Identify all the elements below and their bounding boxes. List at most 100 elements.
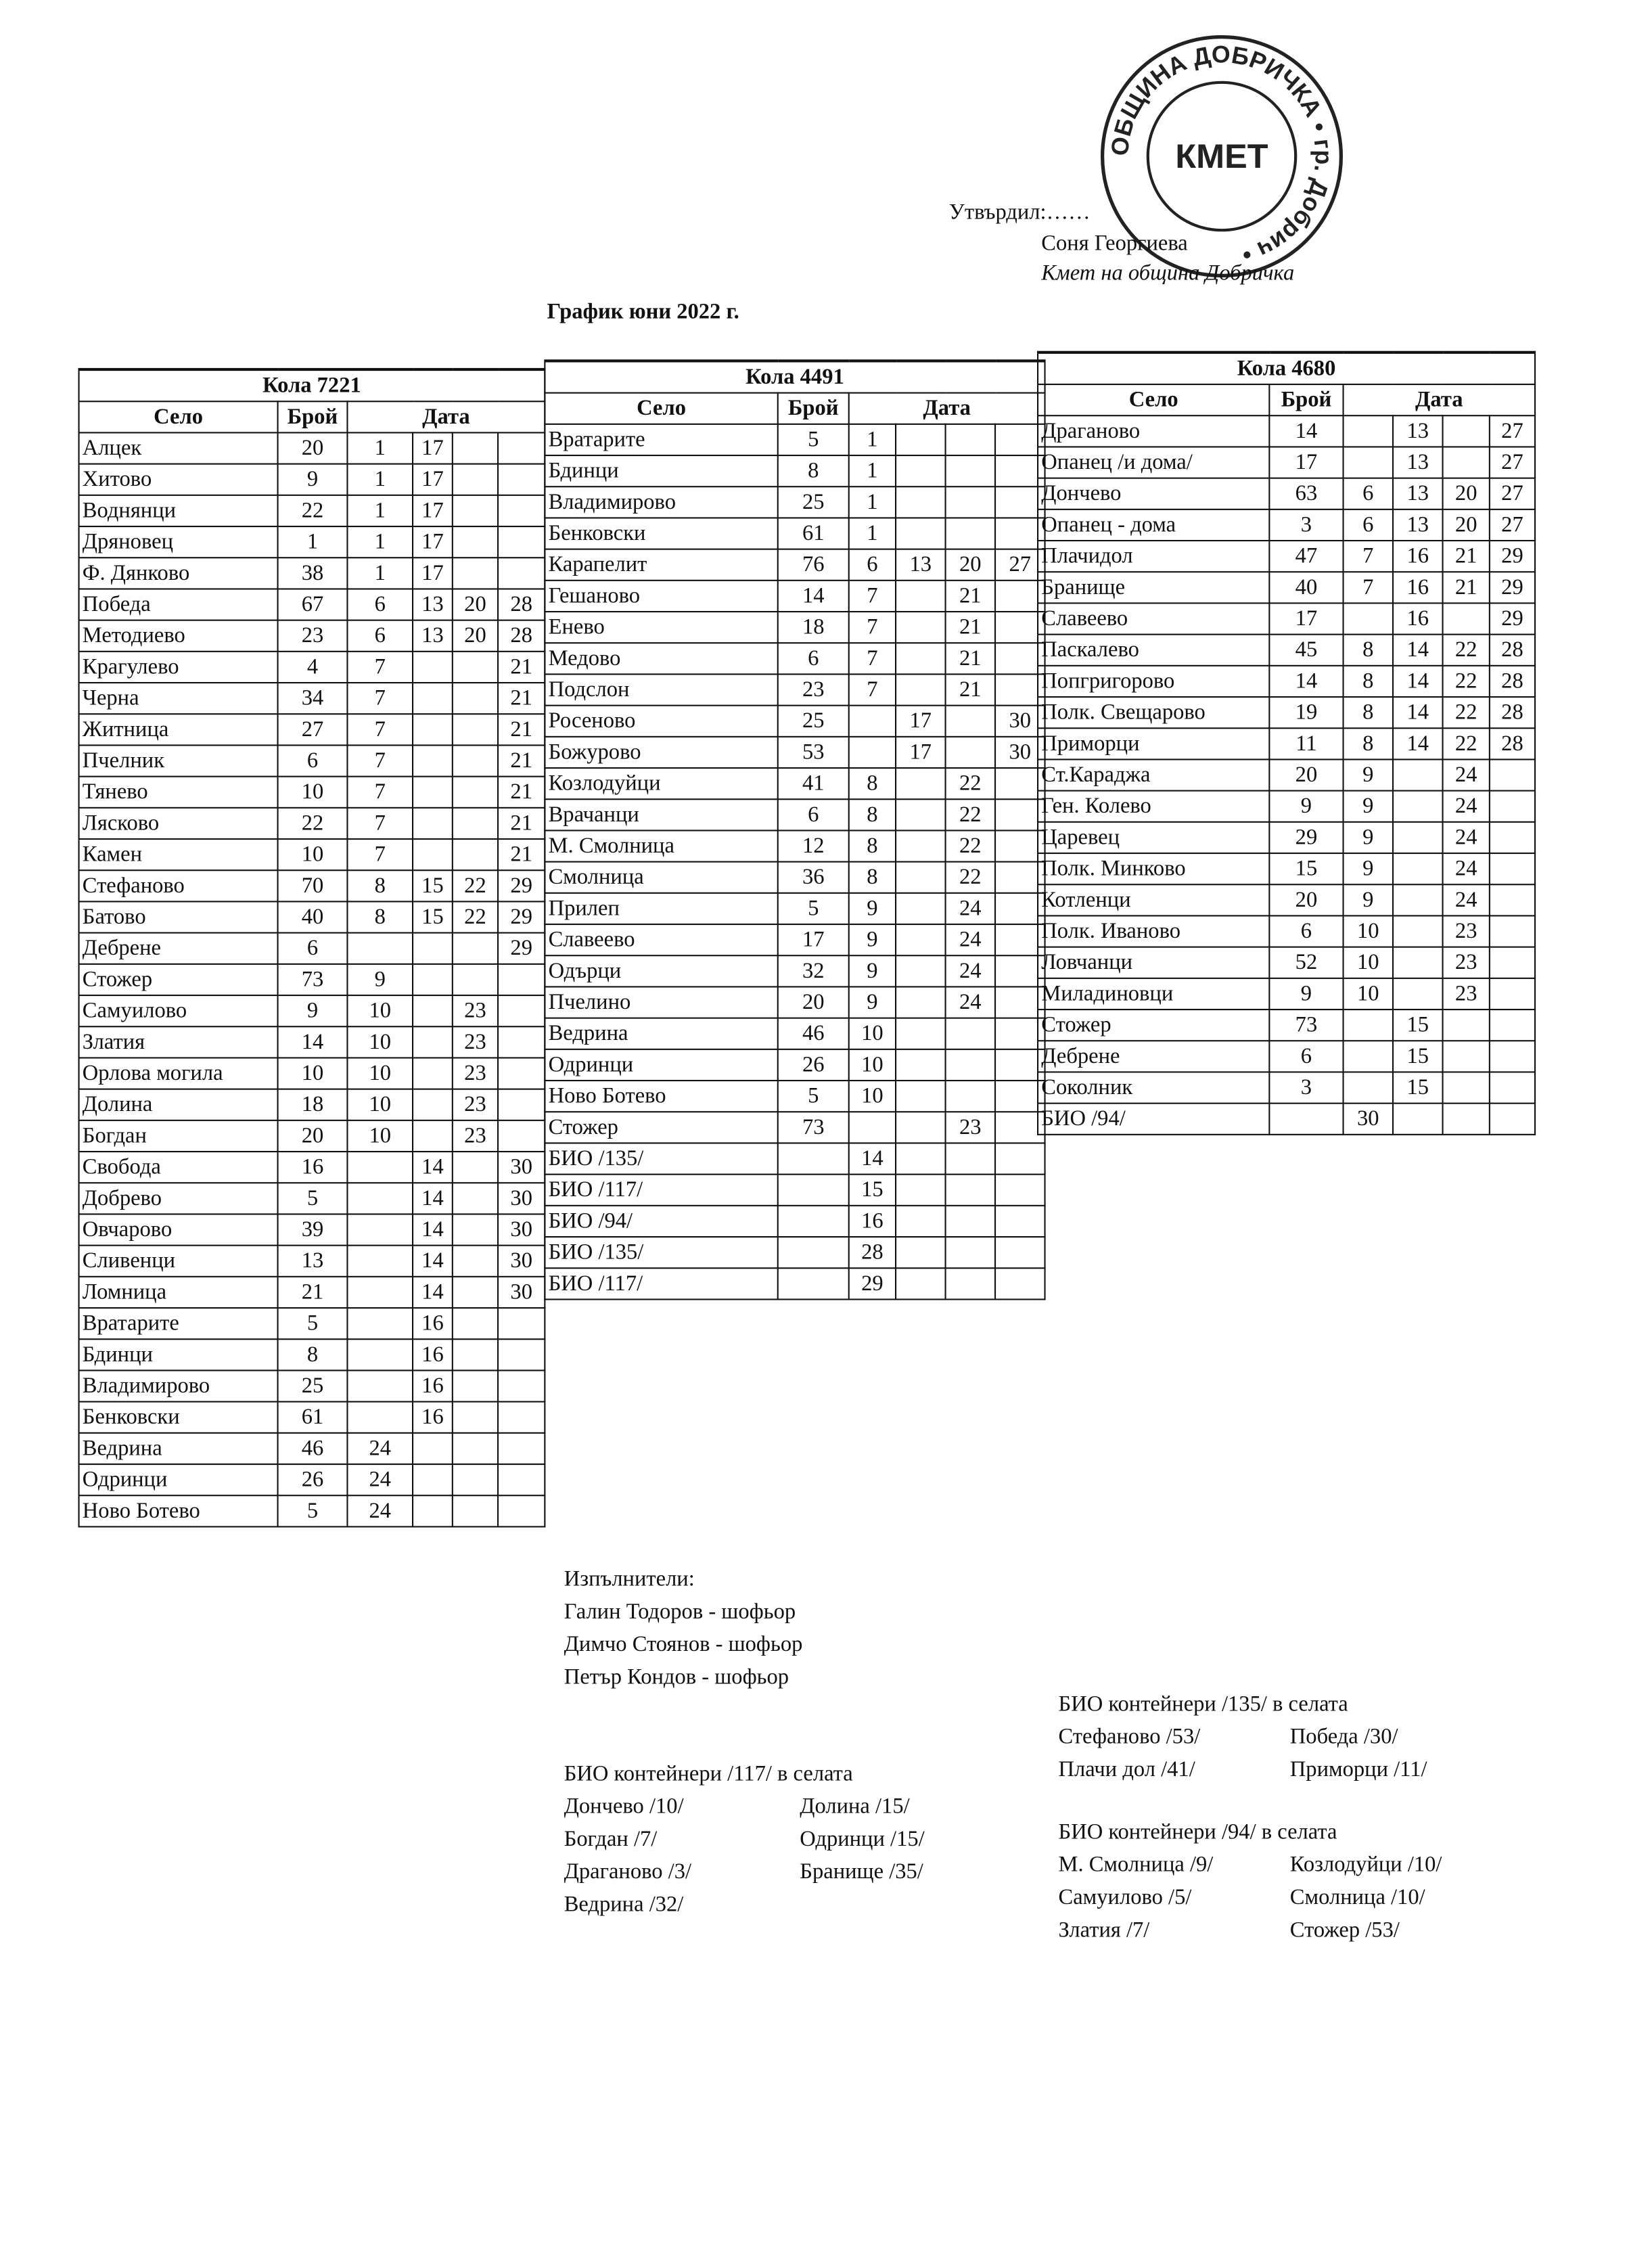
count: 73 <box>277 963 348 997</box>
village: Ф. Дянково <box>78 557 279 590</box>
date: 1 <box>848 454 897 488</box>
village: Полк. Минково <box>1036 852 1270 886</box>
date <box>894 892 946 926</box>
date: 15 <box>1392 1008 1444 1042</box>
date: 22 <box>944 767 996 800</box>
date: 20 <box>451 588 499 621</box>
column-header: Село <box>78 401 279 434</box>
date: 17 <box>411 463 453 496</box>
row: Дончево 63 6 13 20 27 <box>1036 477 1536 510</box>
row: Паскалево 45 8 14 22 28 <box>1036 633 1536 666</box>
village: БИО /94/ <box>1036 1102 1270 1135</box>
date: 13 <box>411 588 453 621</box>
executors-title: Изпълнители: <box>564 1567 695 1591</box>
date <box>1442 1071 1490 1104</box>
count: 13 <box>277 1244 348 1277</box>
header-row: Село Брой Дата <box>78 401 546 434</box>
village: Златия <box>78 1026 279 1059</box>
date <box>894 1235 946 1269</box>
date <box>1392 790 1444 823</box>
village: Сливенци <box>78 1244 279 1277</box>
row: Драганово 14 13 27 <box>1036 415 1536 448</box>
date: 23 <box>451 994 499 1028</box>
date: 9 <box>1342 884 1394 917</box>
date <box>411 744 453 777</box>
date: 8 <box>1342 664 1394 698</box>
date <box>944 423 996 457</box>
date <box>451 1432 499 1466</box>
date <box>994 955 1046 988</box>
date: 1 <box>346 463 414 496</box>
date: 17 <box>894 735 946 769</box>
date: 21 <box>1442 539 1490 573</box>
approver-position: Кмет на община Добричка <box>1041 261 1295 286</box>
date <box>894 423 946 457</box>
village: Богдан <box>78 1119 279 1153</box>
village: Дебрене <box>78 932 279 965</box>
date <box>944 704 996 737</box>
date: 10 <box>346 1088 414 1121</box>
date: 24 <box>1442 821 1490 855</box>
row: Ломница 21 14 30 <box>78 1275 546 1309</box>
date: 21 <box>497 838 546 871</box>
village: Славеево <box>544 923 779 957</box>
count: 26 <box>277 1463 348 1497</box>
date: 7 <box>346 807 414 840</box>
date: 14 <box>411 1213 453 1246</box>
date <box>894 1173 946 1206</box>
count: 61 <box>277 1401 348 1434</box>
count: 5 <box>777 423 850 457</box>
date <box>451 1401 499 1434</box>
date: 8 <box>346 869 414 903</box>
bio-item: Самуилово /5/ <box>1058 1885 1192 1910</box>
date: 9 <box>848 986 897 1019</box>
row: Подслон 23 7 21 <box>544 673 1046 706</box>
table-title: Кола 4680 <box>1036 350 1536 386</box>
date: 15 <box>411 901 453 934</box>
bio-item: Стефаново /53/ <box>1058 1725 1201 1750</box>
village: Батово <box>78 901 279 934</box>
date: 30 <box>994 735 1046 769</box>
row: Опанец /и дома/17 13 27 <box>1036 446 1536 479</box>
date: 29 <box>1488 602 1536 635</box>
date: 21 <box>497 807 546 840</box>
date <box>346 1150 414 1184</box>
date: 28 <box>1488 727 1536 761</box>
row: Вратарите 5 1 <box>544 423 1046 457</box>
row: Батово 40 8 15 22 29 <box>78 901 546 934</box>
count <box>777 1267 850 1300</box>
count: 67 <box>277 588 348 621</box>
date <box>497 1307 546 1340</box>
date: 29 <box>497 932 546 965</box>
date <box>944 1079 996 1113</box>
count: 20 <box>277 432 348 465</box>
village: Методиево <box>78 619 279 652</box>
date: 27 <box>1488 415 1536 448</box>
date <box>411 1088 453 1121</box>
date <box>451 1307 499 1340</box>
date <box>497 1401 546 1434</box>
date <box>1442 415 1490 448</box>
date <box>497 494 546 528</box>
date <box>1488 977 1536 1011</box>
date: 10 <box>346 1026 414 1059</box>
date: 21 <box>944 642 996 675</box>
date <box>497 1088 546 1121</box>
date: 23 <box>1442 946 1490 979</box>
date <box>1488 1008 1536 1042</box>
village: БИО /94/ <box>544 1204 779 1238</box>
date: 20 <box>451 619 499 652</box>
date <box>994 861 1046 894</box>
title: График юни 2022 г. <box>547 300 739 324</box>
date <box>497 1432 546 1466</box>
count: 46 <box>777 1017 850 1050</box>
date: 9 <box>346 963 414 997</box>
village: Бенковски <box>544 517 779 550</box>
date: 20 <box>1442 508 1490 542</box>
date: 10 <box>848 1079 897 1113</box>
date: 1 <box>346 432 414 465</box>
date <box>994 423 1046 457</box>
date <box>894 986 946 1019</box>
